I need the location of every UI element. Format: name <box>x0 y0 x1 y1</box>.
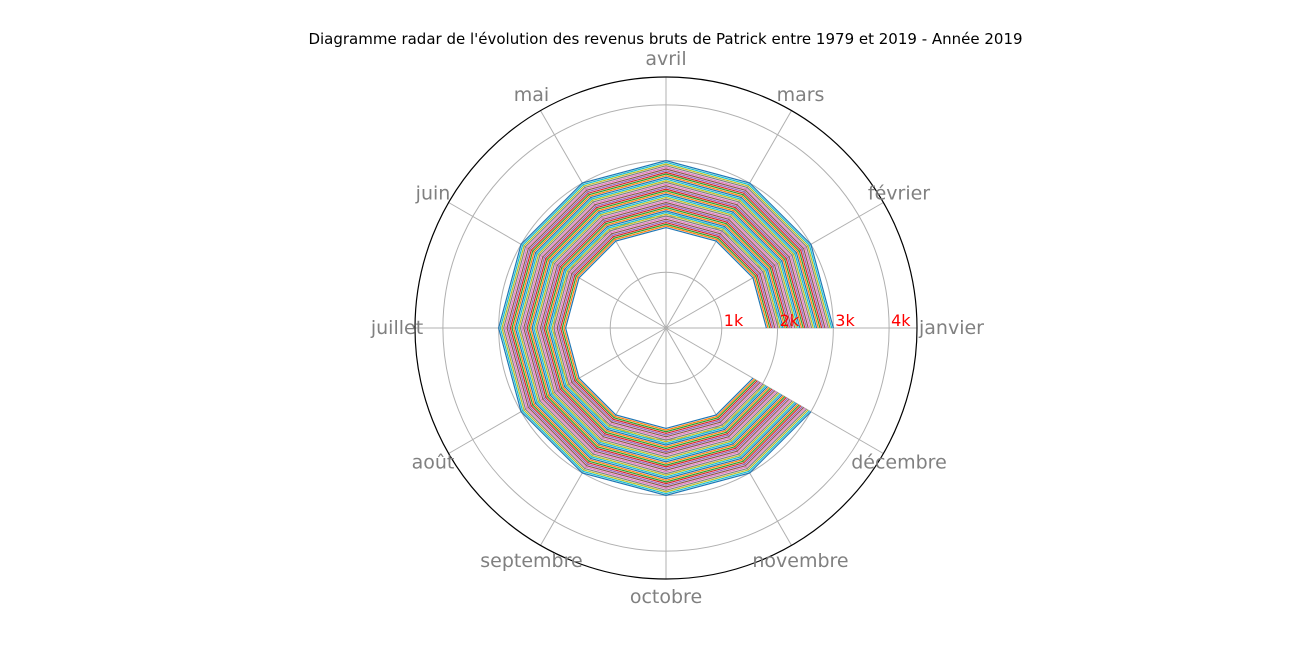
series-line-18 <box>536 198 796 458</box>
series-line-30 <box>516 178 816 478</box>
series-line-24 <box>526 188 806 468</box>
series-line-29 <box>518 180 814 476</box>
series-line-38 <box>503 165 829 491</box>
category-label-4: avril <box>645 48 686 70</box>
series-line-26 <box>523 185 809 471</box>
radial-tick-label-4: 4k <box>891 311 911 330</box>
series-line-11 <box>548 210 784 446</box>
series-line-19 <box>534 196 798 460</box>
series-line-28 <box>519 181 813 475</box>
series-line-39 <box>501 163 831 493</box>
chart-title: Diagramme radar de l'évolution des reven… <box>308 30 1023 48</box>
series-line-33 <box>511 173 821 483</box>
radar-series <box>498 160 834 496</box>
series-line-8 <box>553 215 779 441</box>
category-label-3: mars <box>777 84 825 106</box>
series-line-41 <box>498 160 834 496</box>
series-line-23 <box>528 190 804 466</box>
series-line-21 <box>531 193 801 463</box>
category-label-8: août <box>412 452 455 474</box>
radial-tick-label-1: 1k <box>724 311 744 330</box>
outer-frame <box>414 76 918 580</box>
series-line-9 <box>551 213 781 443</box>
category-label-9: septembre <box>480 550 582 572</box>
series-line-16 <box>539 201 793 455</box>
radial-tick-label-3: 3k <box>835 311 855 330</box>
series-line-13 <box>544 206 788 450</box>
series-line-17 <box>538 200 794 456</box>
series-line-5 <box>558 220 774 436</box>
series-line-37 <box>504 166 828 490</box>
series-line-40 <box>499 161 833 495</box>
category-label-6: juin <box>415 183 451 205</box>
series-line-15 <box>541 203 791 453</box>
series-line-35 <box>508 170 824 486</box>
series-line-36 <box>506 168 826 488</box>
series-line-22 <box>529 191 803 465</box>
series-line-7 <box>554 216 778 440</box>
series-line-10 <box>549 211 783 445</box>
series-line-4 <box>559 221 772 435</box>
series-line-31 <box>514 176 818 480</box>
series-line-14 <box>543 205 789 451</box>
series-line-3 <box>561 223 771 433</box>
category-label-11: novembre <box>752 550 848 572</box>
series-line-12 <box>546 208 786 448</box>
radial-tick-label-2: 2k <box>780 311 800 330</box>
category-label-2: février <box>868 183 930 205</box>
radar-labels: janvier février mars avril mai juin juillet aoû… <box>370 48 984 608</box>
category-label-12: décembre <box>851 452 947 474</box>
category-label-1: janvier <box>918 317 984 339</box>
series-line-25 <box>524 186 808 470</box>
category-label-7: juillet <box>370 317 423 339</box>
category-label-10: octobre <box>630 586 702 608</box>
series-line-2 <box>563 225 769 431</box>
category-label-5: mai <box>514 84 549 106</box>
series-line-32 <box>513 175 819 481</box>
series-line-27 <box>521 183 811 473</box>
series-line-20 <box>533 195 799 461</box>
series-line-1 <box>564 226 767 430</box>
series-line-34 <box>509 171 823 485</box>
series-line-6 <box>556 218 776 438</box>
